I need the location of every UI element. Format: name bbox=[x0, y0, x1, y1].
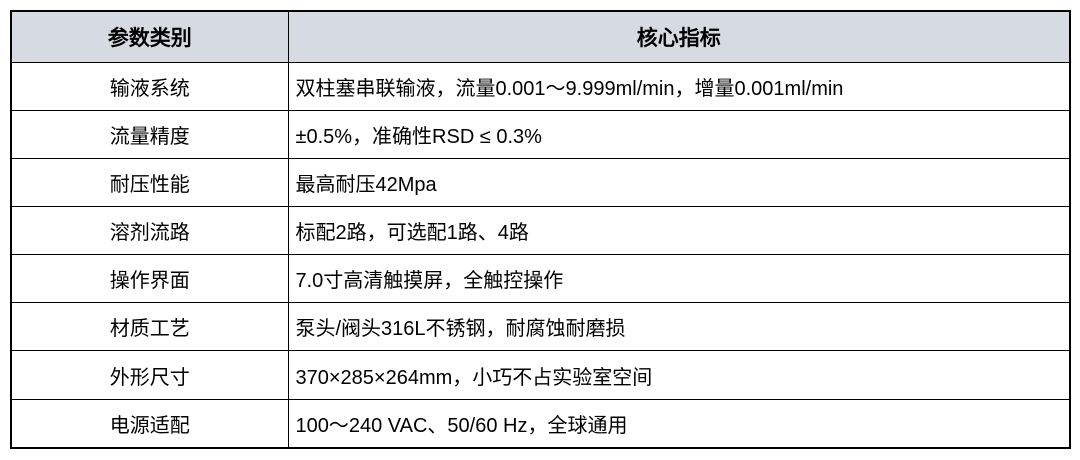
row-category: 电源适配 bbox=[10, 398, 289, 449]
row-value: 370×285×264mm，小巧不占实验室空间 bbox=[287, 350, 1071, 400]
row-value: 100～240 VAC、50/60 Hz，全球通用 bbox=[287, 398, 1071, 449]
header-value: 核心指标 bbox=[287, 10, 1071, 63]
table-row: 操作界面 7.0寸高清触摸屏，全触控操作 bbox=[10, 254, 1071, 304]
row-value: 最高耐压42Mpa bbox=[287, 158, 1071, 208]
table-row: 耐压性能 最高耐压42Mpa bbox=[10, 158, 1071, 208]
table-row: 电源适配 100～240 VAC、50/60 Hz，全球通用 bbox=[10, 398, 1071, 449]
header-category: 参数类别 bbox=[10, 10, 289, 63]
table-row: 材质工艺 泵头/阀头316L不锈钢，耐腐蚀耐磨损 bbox=[10, 302, 1071, 352]
table-header-row: 参数类别 核心指标 bbox=[10, 10, 1071, 63]
row-category: 输液系统 bbox=[10, 61, 289, 112]
row-value: 7.0寸高清触摸屏，全触控操作 bbox=[287, 254, 1071, 304]
row-value: ±0.5%，准确性RSD ≤ 0.3% bbox=[287, 110, 1071, 160]
spec-table: 参数类别 核心指标 输液系统 双柱塞串联输液，流量0.001～9.999ml/m… bbox=[10, 10, 1071, 449]
table-row: 外形尺寸 370×285×264mm，小巧不占实验室空间 bbox=[10, 350, 1071, 400]
row-value: 泵头/阀头316L不锈钢，耐腐蚀耐磨损 bbox=[287, 302, 1071, 352]
row-category: 材质工艺 bbox=[10, 302, 289, 352]
table-row: 溶剂流路 标配2路，可选配1路、4路 bbox=[10, 206, 1071, 256]
row-value: 双柱塞串联输液，流量0.001～9.999ml/min，增量0.001ml/mi… bbox=[287, 61, 1071, 112]
row-category: 操作界面 bbox=[10, 254, 289, 304]
table-row: 流量精度 ±0.5%，准确性RSD ≤ 0.3% bbox=[10, 110, 1071, 160]
row-category: 溶剂流路 bbox=[10, 206, 289, 256]
row-category: 流量精度 bbox=[10, 110, 289, 160]
table-row: 输液系统 双柱塞串联输液，流量0.001～9.999ml/min，增量0.001… bbox=[10, 61, 1071, 112]
row-category: 外形尺寸 bbox=[10, 350, 289, 400]
row-value: 标配2路，可选配1路、4路 bbox=[287, 206, 1071, 256]
spec-table-container: 参数类别 核心指标 输液系统 双柱塞串联输液，流量0.001～9.999ml/m… bbox=[10, 10, 1071, 449]
row-category: 耐压性能 bbox=[10, 158, 289, 208]
